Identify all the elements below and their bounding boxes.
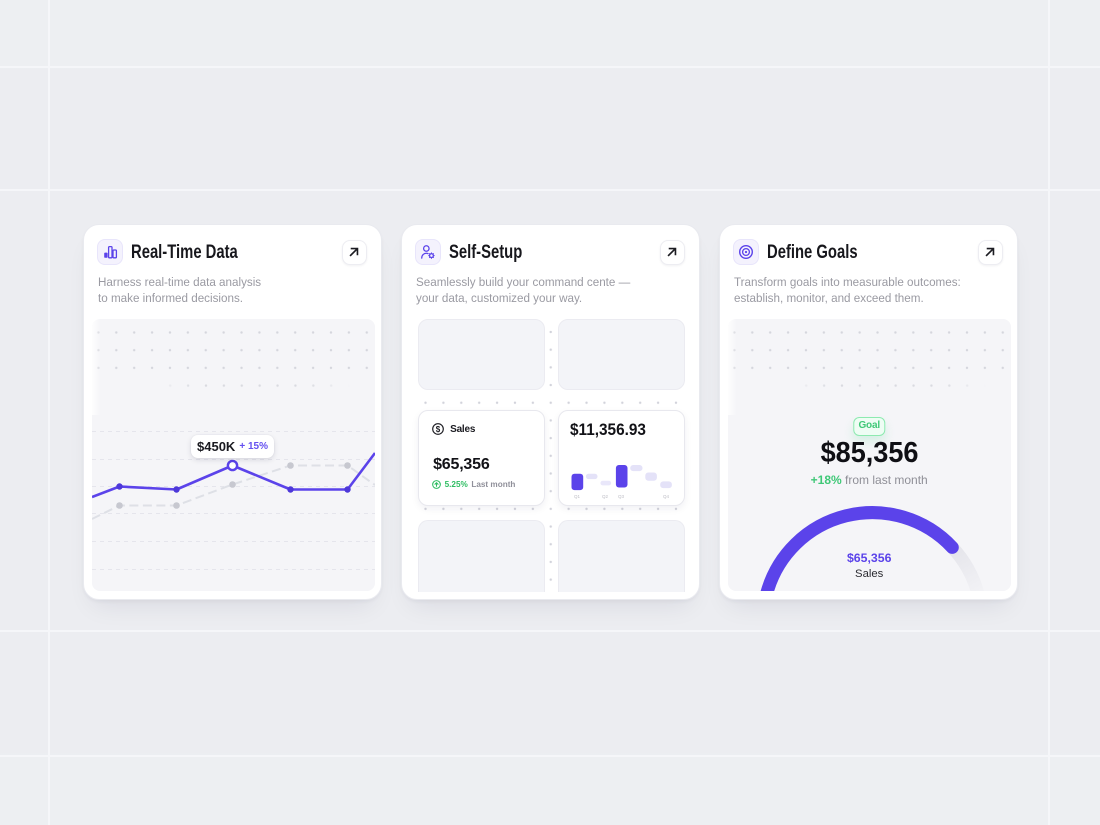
svg-text:Q2: Q2: [602, 494, 609, 499]
svg-text:Q1: Q1: [574, 494, 581, 499]
svg-text:Q4: Q4: [663, 494, 670, 499]
svg-text:Q3: Q3: [618, 494, 625, 499]
svg-text:$: $: [436, 425, 441, 434]
